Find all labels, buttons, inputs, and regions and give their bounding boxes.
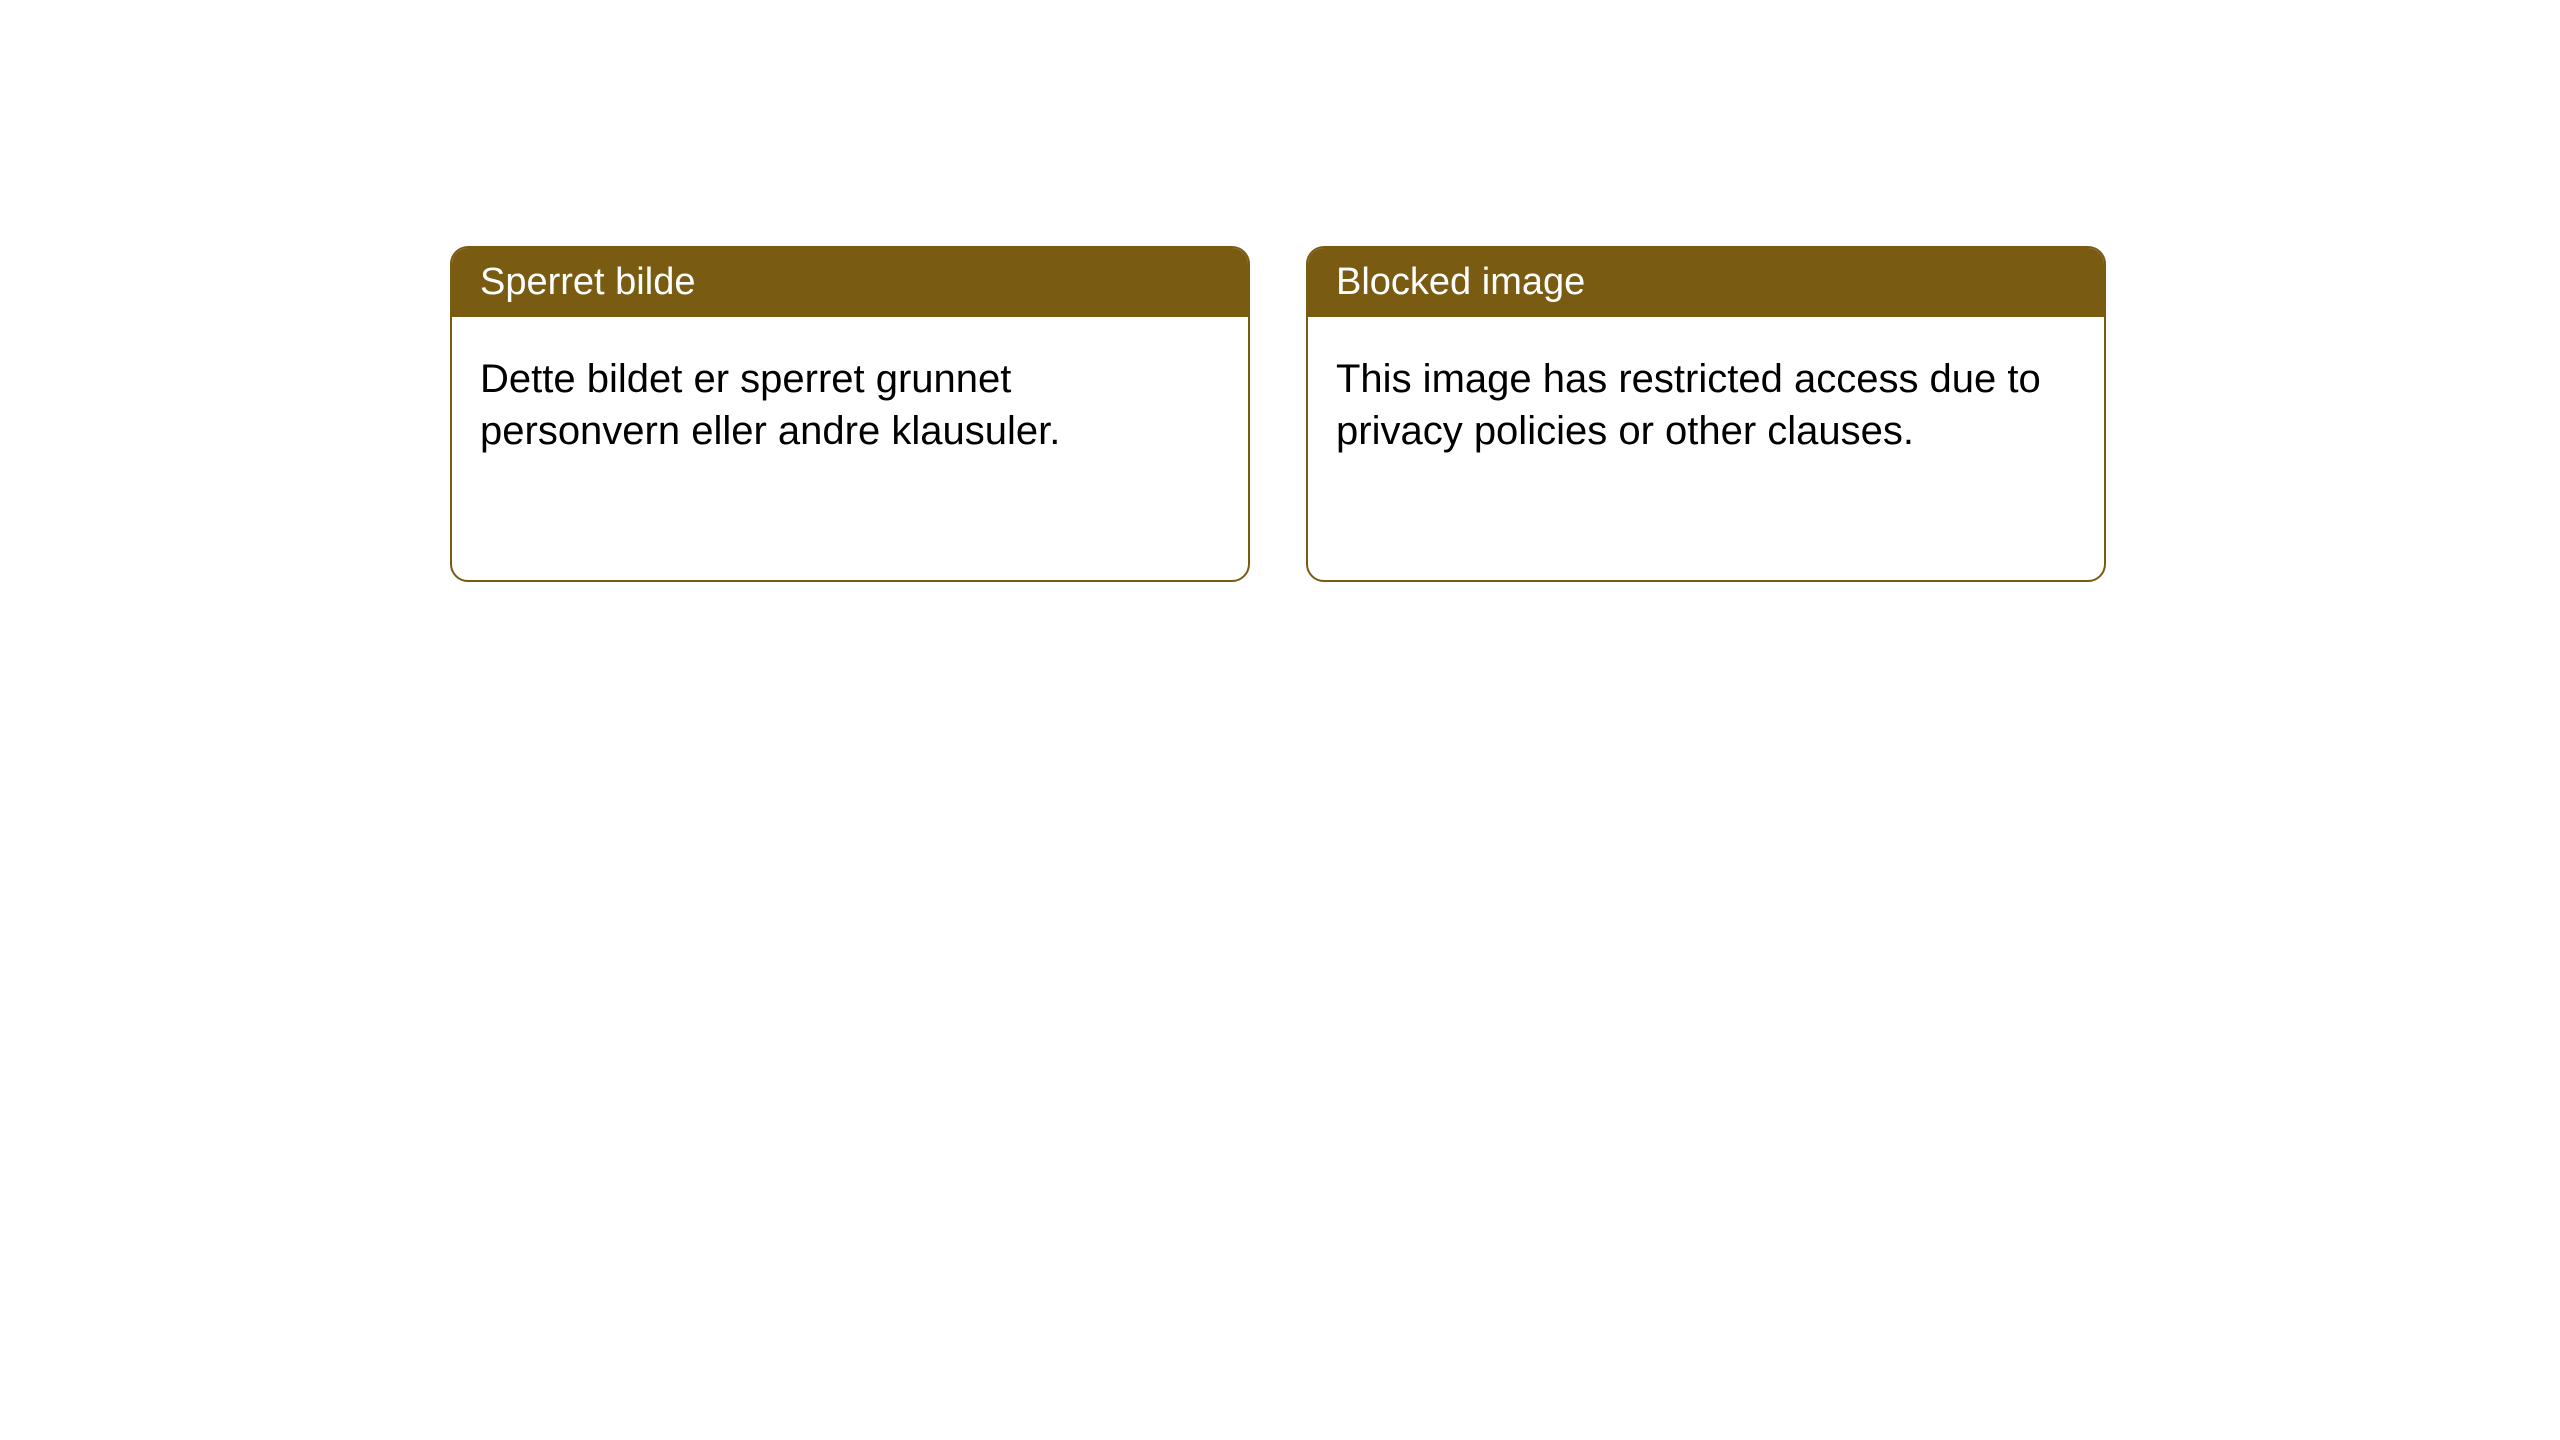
notice-body: This image has restricted access due to … [1308, 317, 2104, 493]
notice-header: Sperret bilde [452, 248, 1248, 317]
notice-card-english: Blocked image This image has restricted … [1306, 246, 2106, 582]
notice-body: Dette bildet er sperret grunnet personve… [452, 317, 1248, 493]
notice-card-norwegian: Sperret bilde Dette bildet er sperret gr… [450, 246, 1250, 582]
notice-container: Sperret bilde Dette bildet er sperret gr… [450, 246, 2106, 582]
notice-header: Blocked image [1308, 248, 2104, 317]
